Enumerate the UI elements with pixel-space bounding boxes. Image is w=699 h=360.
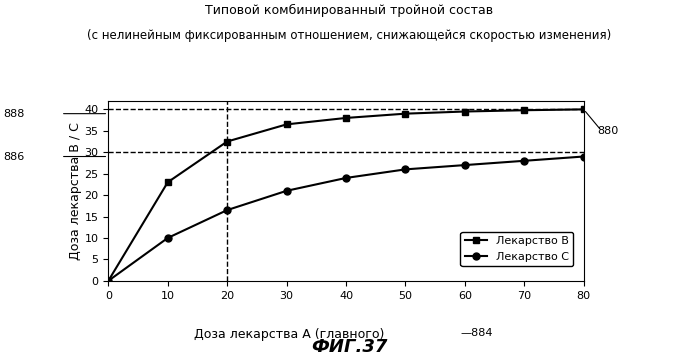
Text: —884: —884 [460,328,493,338]
Лекарство В [401,112,410,116]
Text: 888: 888 [3,109,25,119]
Лекарство В [342,116,350,120]
Лекарство В [104,279,113,283]
Лекарство С [401,167,410,171]
Лекарство С [104,279,113,283]
Лекарство В [282,122,291,126]
Y-axis label: Доза лекарства В / С: Доза лекарства В / С [69,122,82,260]
Лекарство В [164,180,172,184]
Text: 886: 886 [3,152,24,162]
Лекарство С [579,154,588,159]
Лекарство С [342,176,350,180]
Line: Лекарство С: Лекарство С [105,153,587,284]
Лекарство С [520,159,528,163]
Лекарство С [164,236,172,240]
Лекарство В [461,109,469,114]
Лекарство С [282,189,291,193]
Text: Типовой комбинированный тройной состав: Типовой комбинированный тройной состав [206,4,493,17]
Line: Лекарство В: Лекарство В [105,106,587,284]
Text: (с нелинейным фиксированным отношением, снижающейся скоростью изменения): (с нелинейным фиксированным отношением, … [87,29,612,42]
Лекарство В [223,139,231,144]
Text: Доза лекарства А (главного): Доза лекарства А (главного) [194,328,384,341]
Лекарство С [223,208,231,212]
Legend: Лекарство В, Лекарство С: Лекарство В, Лекарство С [461,232,573,266]
Лекарство В [579,107,588,112]
Text: 880: 880 [598,126,619,136]
Text: ФИГ.37: ФИГ.37 [311,338,388,356]
Лекарство В [520,108,528,112]
Лекарство С [461,163,469,167]
